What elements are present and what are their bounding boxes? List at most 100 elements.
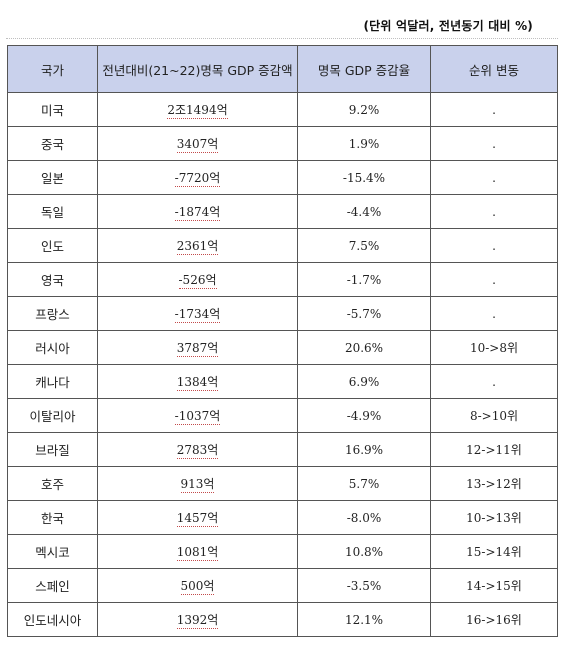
country-cell: 한국 [7,500,98,535]
amount-cell: -526억 [97,262,298,297]
rank-cell: 10->8위 [430,330,558,365]
rate-cell: 12.1% [297,602,431,637]
amount-value: 2783억 [176,443,219,459]
table-row: 호주 913억 5.7% 13->12위 [7,466,558,501]
country-cell: 호주 [7,466,98,501]
amount-value: 1392억 [176,613,219,629]
country-cell: 영국 [7,262,98,297]
table-row: 한국 1457억 -8.0% 10->13위 [7,500,558,535]
rate-cell: -1.7% [297,262,431,297]
country-cell: 인도네시아 [7,602,98,637]
rate-cell: -3.5% [297,568,431,603]
country-cell: 러시아 [7,330,98,365]
rate-cell: 10.8% [297,534,431,569]
rank-cell: . [430,160,558,195]
amount-cell: 1457억 [97,500,298,535]
amount-value: -7720억 [174,171,221,187]
amount-cell: -7720억 [97,160,298,195]
table-row: 이탈리아 -1037억 -4.9% 8->10위 [7,398,558,433]
table-row: 영국 -526억 -1.7% . [7,262,558,297]
rate-cell: -4.4% [297,194,431,229]
table-row: 미국 2조1494억 9.2% . [7,92,558,127]
rate-cell: -8.0% [297,500,431,535]
amount-value: 913억 [180,477,215,493]
header-country: 국가 [7,45,98,93]
amount-value: -526억 [178,273,217,289]
rank-cell: . [430,194,558,229]
rate-cell: 7.5% [297,228,431,263]
rate-cell: 20.6% [297,330,431,365]
amount-value: 1384억 [176,375,219,391]
amount-cell: -1037억 [97,398,298,433]
table-row: 러시아 3787억 20.6% 10->8위 [7,330,558,365]
rate-cell: -4.9% [297,398,431,433]
country-cell: 이탈리아 [7,398,98,433]
amount-cell: 2조1494억 [97,92,298,127]
amount-value: -1037억 [174,409,221,425]
country-cell: 스페인 [7,568,98,603]
rate-cell: 9.2% [297,92,431,127]
header-gdp-change-amount: 전년대비(21~22)명목 GDP 증감액 [97,45,298,93]
rank-cell: 15->14위 [430,534,558,569]
table-row: 일본 -7720억 -15.4% . [7,160,558,195]
amount-value: 1457억 [176,511,219,527]
rank-cell: 8->10위 [430,398,558,433]
header-gdp-change-rate: 명목 GDP 증감율 [297,45,431,93]
table-row: 독일 -1874억 -4.4% . [7,194,558,229]
table-header-row: 국가 전년대비(21~22)명목 GDP 증감액 명목 GDP 증감율 순위 변… [7,45,558,93]
rank-cell: 13->12위 [430,466,558,501]
country-cell: 인도 [7,228,98,263]
amount-cell: -1734억 [97,296,298,331]
dotted-rule [6,38,558,39]
amount-value: 2361억 [176,239,219,255]
rank-cell: . [430,126,558,161]
amount-cell: 3407억 [97,126,298,161]
rate-cell: -5.7% [297,296,431,331]
amount-cell: 1081억 [97,534,298,569]
rank-cell: 16->16위 [430,602,558,637]
rank-cell: 14->15위 [430,568,558,603]
table-row: 캐나다 1384억 6.9% . [7,364,558,399]
amount-value: 1081억 [176,545,219,561]
rank-cell: . [430,262,558,297]
rank-cell: . [430,364,558,399]
amount-value: -1874억 [174,205,221,221]
rank-cell: 10->13위 [430,500,558,535]
country-cell: 캐나다 [7,364,98,399]
country-cell: 독일 [7,194,98,229]
amount-cell: 1384억 [97,364,298,399]
amount-cell: 1392억 [97,602,298,637]
amount-cell: -1874억 [97,194,298,229]
amount-cell: 2783억 [97,432,298,467]
rate-cell: 6.9% [297,364,431,399]
rate-cell: 16.9% [297,432,431,467]
country-cell: 멕시코 [7,534,98,569]
country-cell: 일본 [7,160,98,195]
table-row: 브라질 2783억 16.9% 12->11위 [7,432,558,467]
amount-value: -1734억 [174,307,221,323]
rank-cell: . [430,296,558,331]
amount-cell: 2361억 [97,228,298,263]
amount-value: 500억 [180,579,215,595]
country-cell: 브라질 [7,432,98,467]
rank-cell: . [430,228,558,263]
header-rank-change: 순위 변동 [430,45,558,93]
rank-cell: 12->11위 [430,432,558,467]
amount-cell: 3787억 [97,330,298,365]
unit-note: (단위 억달러, 전년동기 대비 %) [363,19,533,33]
country-cell: 미국 [7,92,98,127]
rate-cell: 5.7% [297,466,431,501]
amount-value: 2조1494억 [167,103,228,119]
table-row: 스페인 500억 -3.5% 14->15위 [7,568,558,603]
table-row: 멕시코 1081억 10.8% 15->14위 [7,534,558,569]
rate-cell: -15.4% [297,160,431,195]
amount-cell: 913억 [97,466,298,501]
amount-value: 3787억 [176,341,219,357]
table-row: 인도 2361억 7.5% . [7,228,558,263]
rank-cell: . [430,92,558,127]
country-cell: 중국 [7,126,98,161]
gdp-table: 국가 전년대비(21~22)명목 GDP 증감액 명목 GDP 증감율 순위 변… [7,45,558,637]
table-row: 중국 3407억 1.9% . [7,126,558,161]
amount-cell: 500억 [97,568,298,603]
